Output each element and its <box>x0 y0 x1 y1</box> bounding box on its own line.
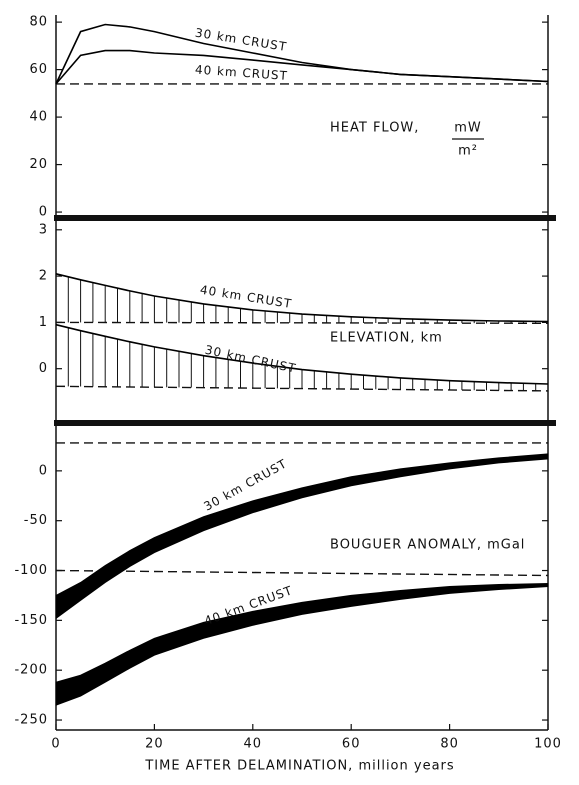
x-tick-label: 40 <box>244 737 263 752</box>
curve-label: 30 km CRUST <box>204 343 298 376</box>
x-tick-label: 20 <box>145 737 164 752</box>
y-tick-label: 0 <box>39 361 48 376</box>
curve <box>55 23 549 85</box>
y-tick-label: 3 <box>39 222 48 237</box>
y-tick-label: -150 <box>14 613 48 628</box>
panel-separator <box>54 215 556 221</box>
y-tick-label: -100 <box>14 563 48 578</box>
panel-separator <box>54 420 556 426</box>
unit-denominator: m² <box>458 144 478 159</box>
x-tick-label: 60 <box>342 737 361 752</box>
y-tick-label: 80 <box>29 15 48 30</box>
y-tick-label: 40 <box>29 110 48 125</box>
y-tick-label: 60 <box>29 62 48 77</box>
x-axis-label: TIME AFTER DELAMINATION, million years <box>144 759 454 774</box>
y-tick-label: 20 <box>29 157 48 172</box>
panel-title: ELEVATION, km <box>330 331 443 346</box>
y-tick-label: -250 <box>14 713 48 728</box>
curve-label: 30 km CRUST <box>194 26 288 54</box>
reference-line <box>55 569 549 577</box>
panel-title: HEAT FLOW, <box>330 121 419 136</box>
y-tick-label: 0 <box>39 463 48 478</box>
x-tick-label: 80 <box>440 737 459 752</box>
y-tick-label: -200 <box>14 663 48 678</box>
y-tick-label: 1 <box>39 315 48 330</box>
y-tick-label: -50 <box>24 513 48 528</box>
curve <box>55 273 549 323</box>
panel-title: BOUGUER ANOMALY, mGal <box>330 538 525 553</box>
curve <box>55 49 549 85</box>
band <box>55 582 549 706</box>
y-tick-label: 2 <box>39 269 48 284</box>
curve-label: 40 km CRUST <box>195 63 289 83</box>
curve <box>55 323 549 385</box>
curve-label: 40 km CRUST <box>199 283 293 311</box>
unit-numerator: mW <box>454 121 482 136</box>
x-tick-label: 0 <box>51 737 60 752</box>
band <box>55 453 549 620</box>
y-tick-label: 0 <box>39 205 48 220</box>
reference-line <box>55 385 549 392</box>
x-tick-label: 100 <box>534 737 562 752</box>
